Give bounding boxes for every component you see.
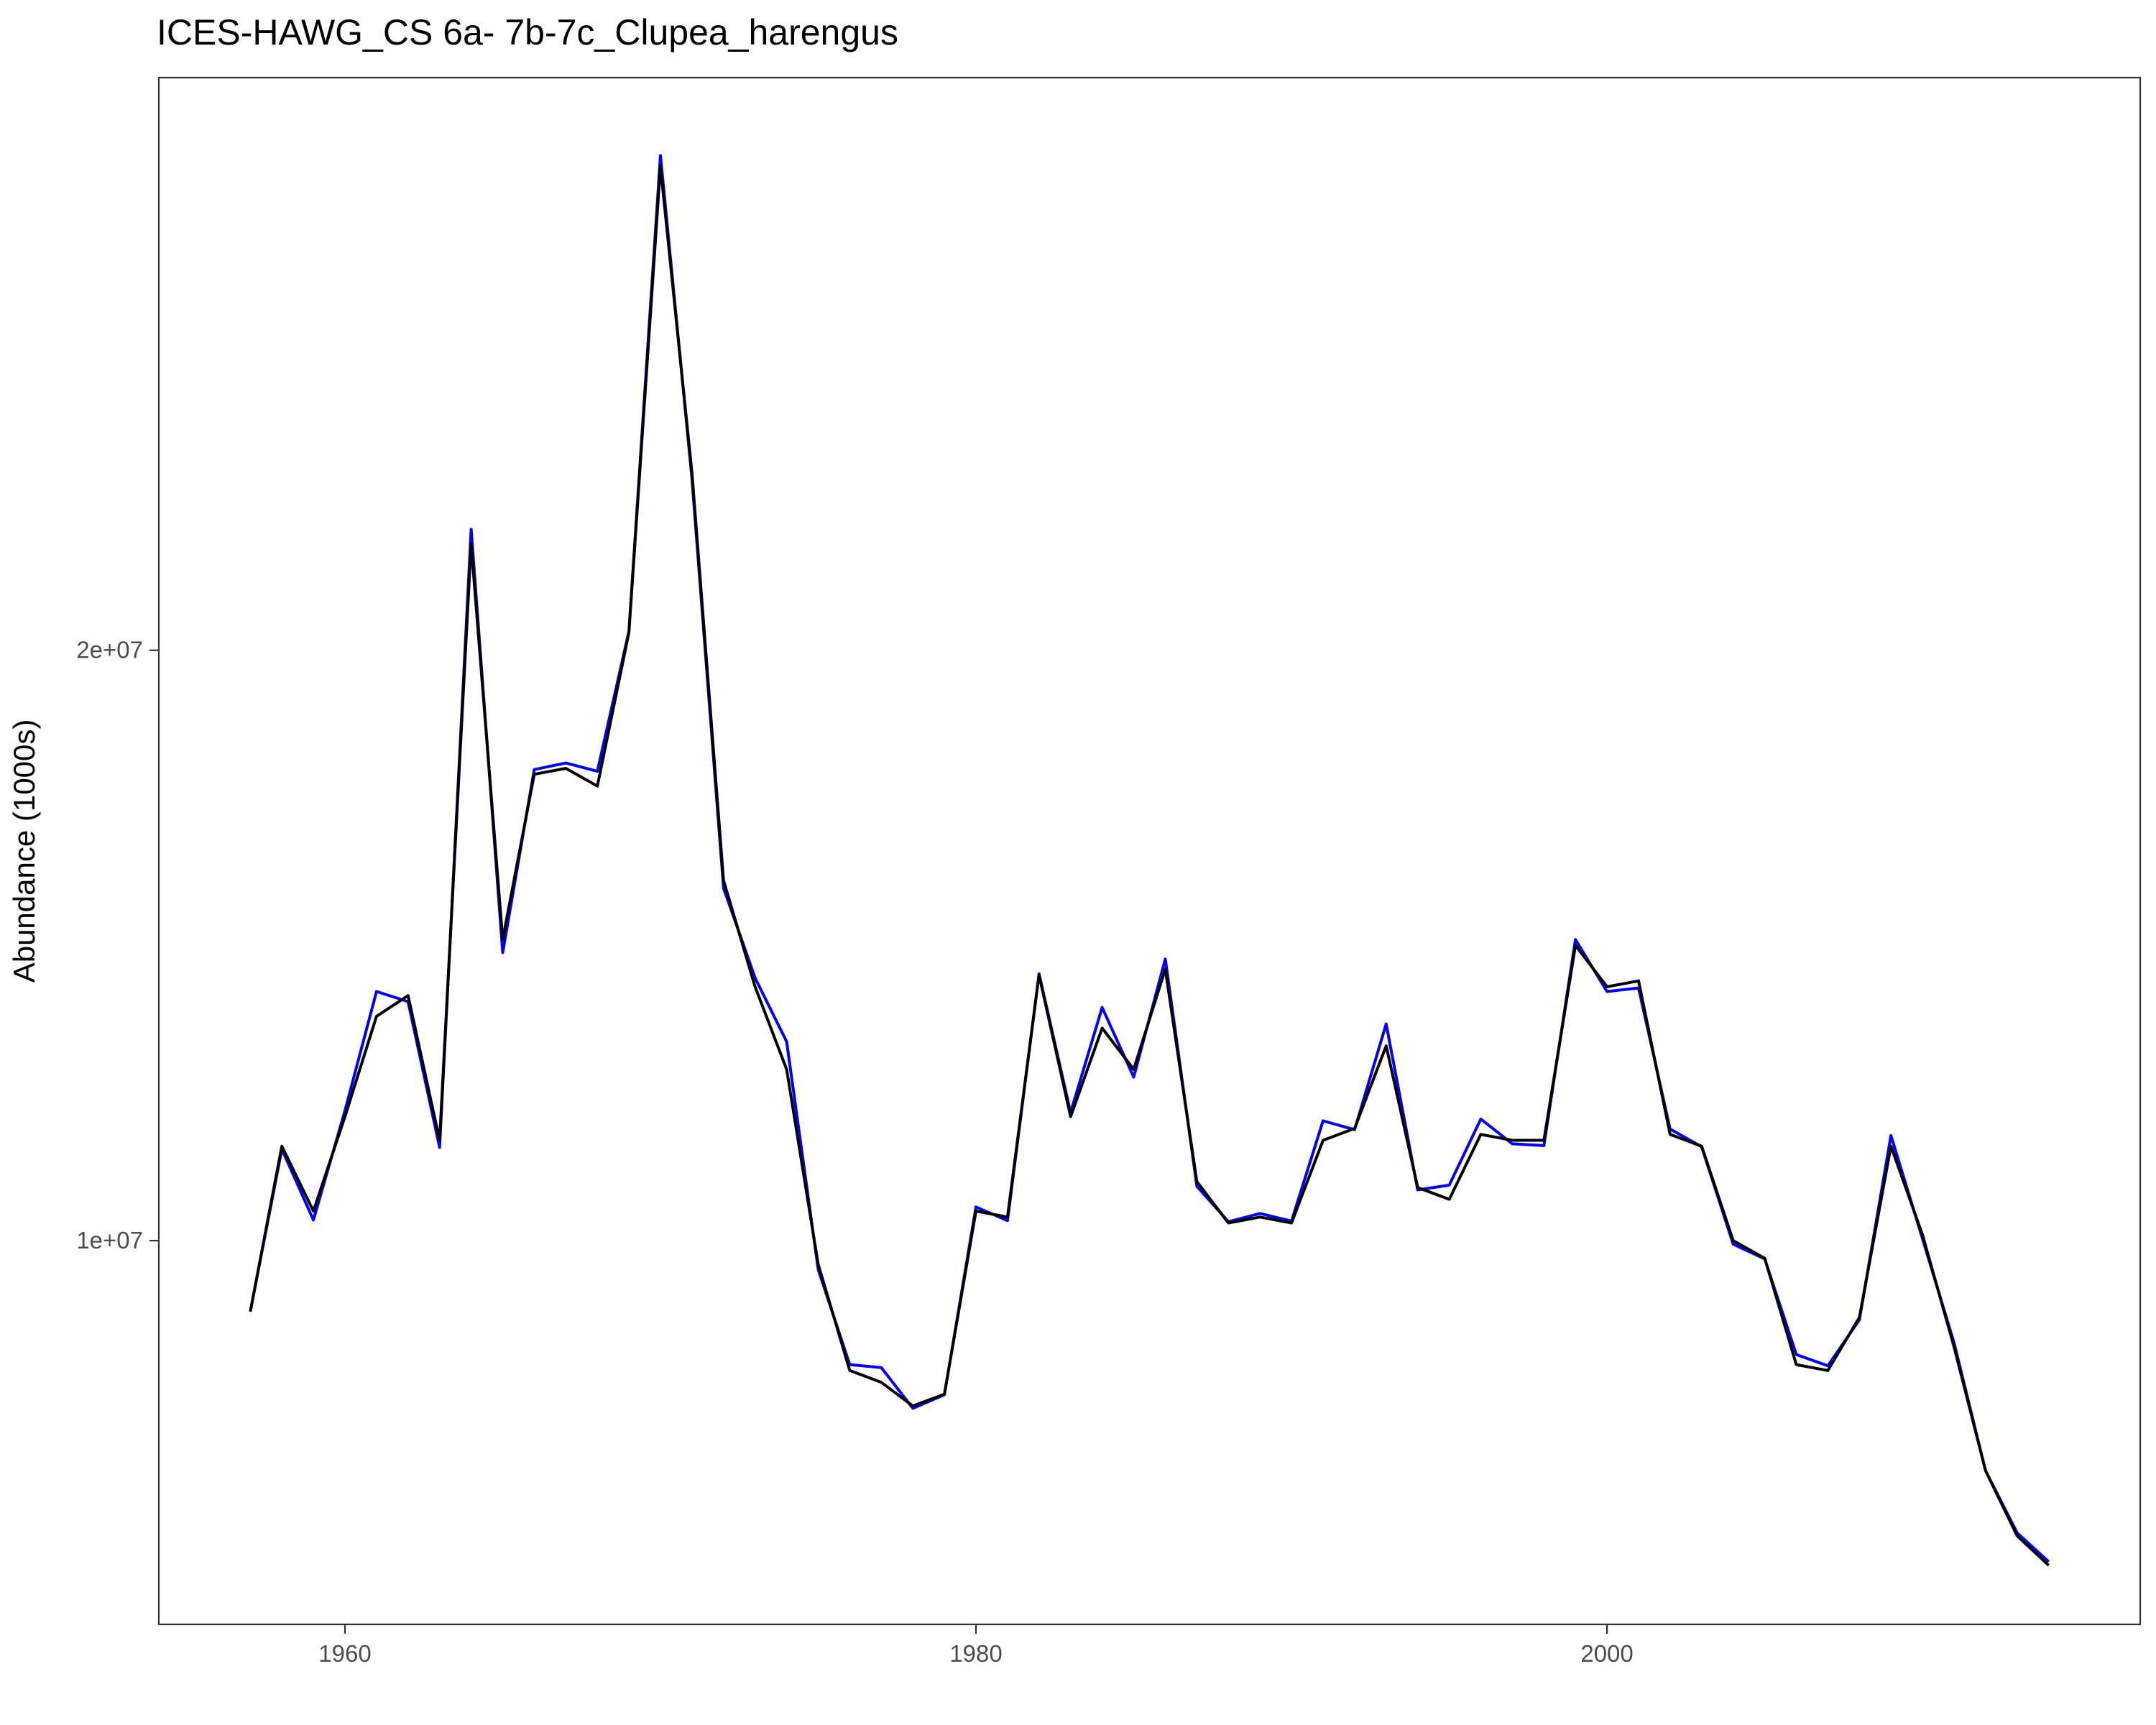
x-tick-label: 2000 bbox=[1580, 1640, 1633, 1667]
series-layer bbox=[249, 154, 2050, 1567]
y-axis-title: Abundance (1000s) bbox=[7, 719, 41, 983]
y-tick-label: 2e+07 bbox=[76, 637, 143, 663]
y-tick-label: 1e+07 bbox=[76, 1227, 143, 1254]
y-axis: 1e+07 2e+07 bbox=[76, 637, 159, 1254]
x-tick-label: 1980 bbox=[949, 1640, 1002, 1667]
chart-title: ICES-HAWG_CS 6a- 7b-7c_Clupea_harengus bbox=[157, 12, 898, 52]
series-line-1 bbox=[249, 165, 2050, 1567]
x-axis: 1960 1980 2000 bbox=[318, 1624, 1634, 1667]
x-tick-label: 1960 bbox=[318, 1640, 371, 1667]
